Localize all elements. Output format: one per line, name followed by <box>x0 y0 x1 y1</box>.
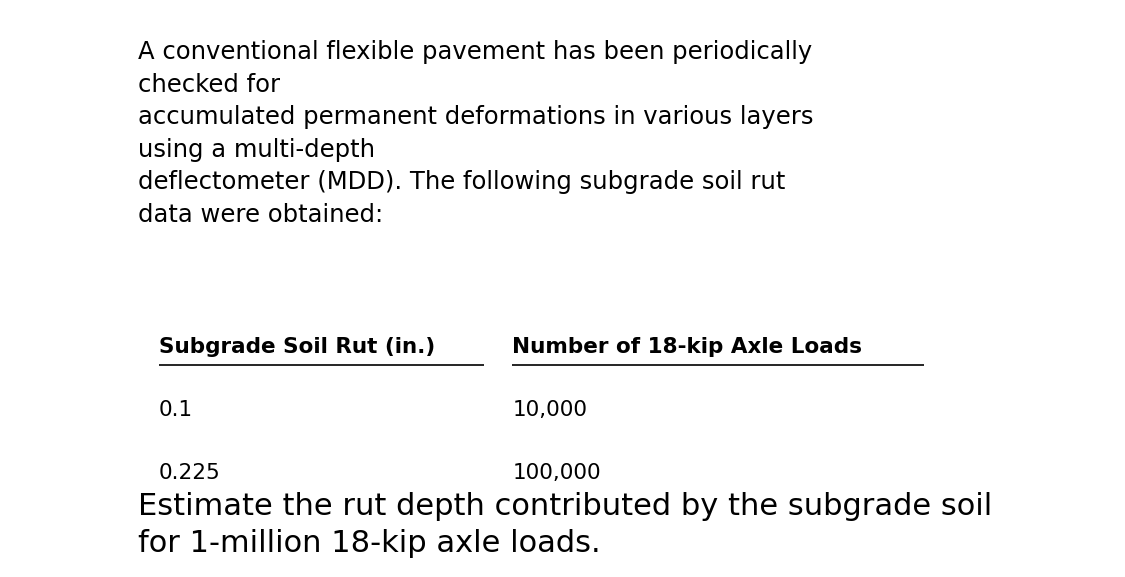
Text: 0.1: 0.1 <box>159 400 193 420</box>
Text: 10,000: 10,000 <box>513 400 587 420</box>
Text: A conventional flexible pavement has been periodically
checked for
accumulated p: A conventional flexible pavement has bee… <box>138 40 813 227</box>
Text: 100,000: 100,000 <box>513 463 601 483</box>
Text: 0.225: 0.225 <box>159 463 220 483</box>
Text: Number of 18-kip Axle Loads: Number of 18-kip Axle Loads <box>513 336 863 357</box>
Text: Estimate the rut depth contributed by the subgrade soil
for 1-million 18-kip axl: Estimate the rut depth contributed by th… <box>138 492 992 558</box>
Text: Subgrade Soil Rut (in.): Subgrade Soil Rut (in.) <box>159 336 435 357</box>
